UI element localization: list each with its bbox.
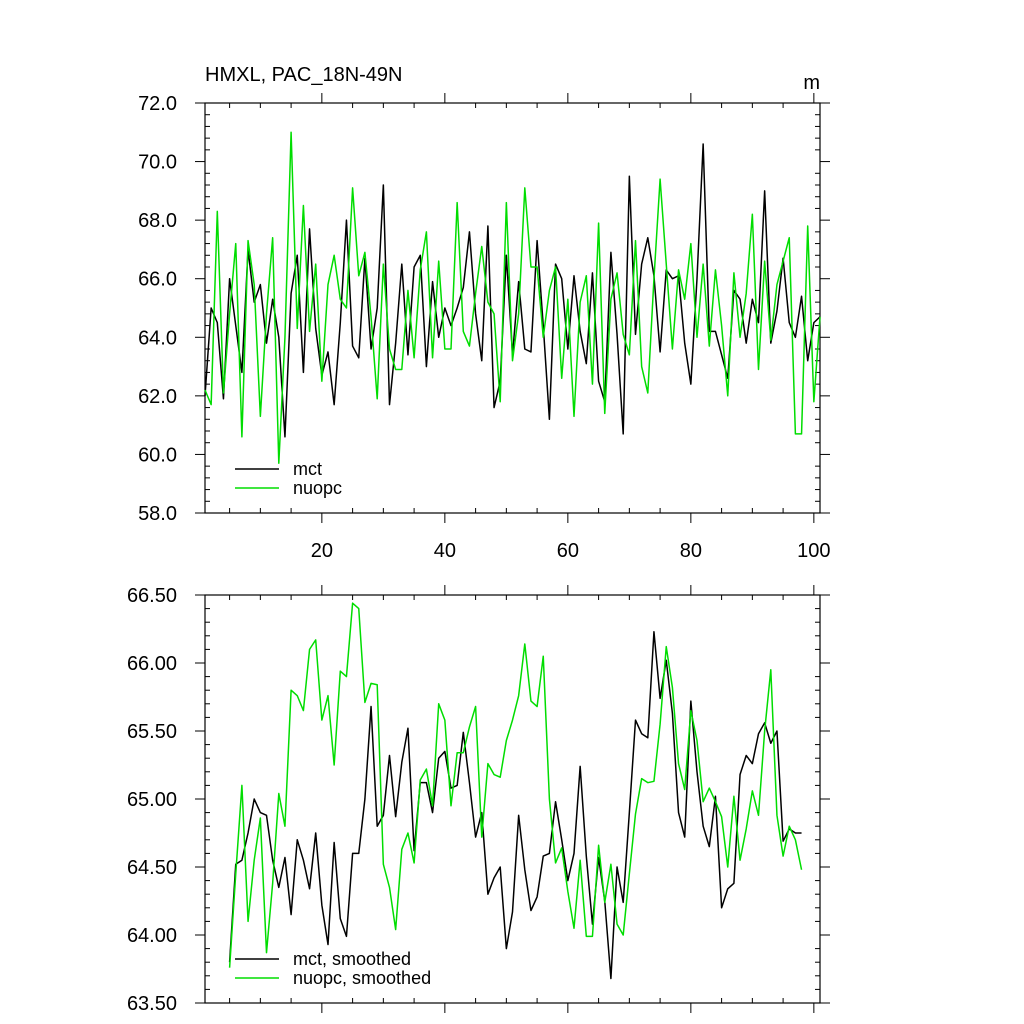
y-tick-label: 64.0 (138, 327, 177, 349)
plot-frame (204, 594, 821, 1004)
x-tick-label: 20 (311, 540, 333, 562)
y-tick-label: 64.50 (127, 857, 177, 879)
legend-label: mct (293, 459, 322, 479)
units-label: m (803, 72, 820, 94)
top-panel-timeseries: 20 40 60 80 100 58.0 60.0 62.0 64.0 66.0 68.0 70.0 7… (138, 64, 830, 562)
y-tick-label: 72.0 (138, 93, 177, 115)
y-tick-label: 63.50 (127, 993, 177, 1015)
y-tick-label: 64.00 (127, 925, 177, 947)
chart-title: HMXL, PAC_18N-49N (205, 64, 402, 86)
x-tick-label: 40 (434, 540, 456, 562)
legend-label: nuopc (293, 478, 342, 498)
x-tick-label: 80 (680, 540, 702, 562)
y-tick-label: 62.0 (138, 386, 177, 408)
y-tick-label: 70.0 (138, 152, 177, 174)
series-line-nuopc-smoothed (228, 602, 803, 968)
y-tick-label: 68.0 (138, 210, 177, 232)
y-tick-label: 65.50 (127, 721, 177, 743)
y-tick-label: 65.00 (127, 789, 177, 811)
legend-label: mct, smoothed (293, 949, 411, 969)
y-tick-label: 66.0 (138, 269, 177, 291)
y-tick-label: 66.00 (127, 653, 177, 675)
y-tick-label: 60.0 (138, 444, 177, 466)
bottom-panel-smoothed: 63.50 64.00 64.50 65.00 65.50 66.00 66.50 mct, … (127, 585, 830, 1015)
y-tick-label: 66.50 (127, 585, 177, 607)
x-tick-label: 100 (797, 540, 830, 562)
plot-frame (204, 102, 821, 514)
series-line-mct-smoothed (228, 630, 802, 980)
y-tick-label: 58.0 (138, 503, 177, 525)
x-tick-label: 60 (557, 540, 579, 562)
legend-label: nuopc, smoothed (293, 968, 431, 988)
series-line-nuopc (204, 131, 821, 464)
